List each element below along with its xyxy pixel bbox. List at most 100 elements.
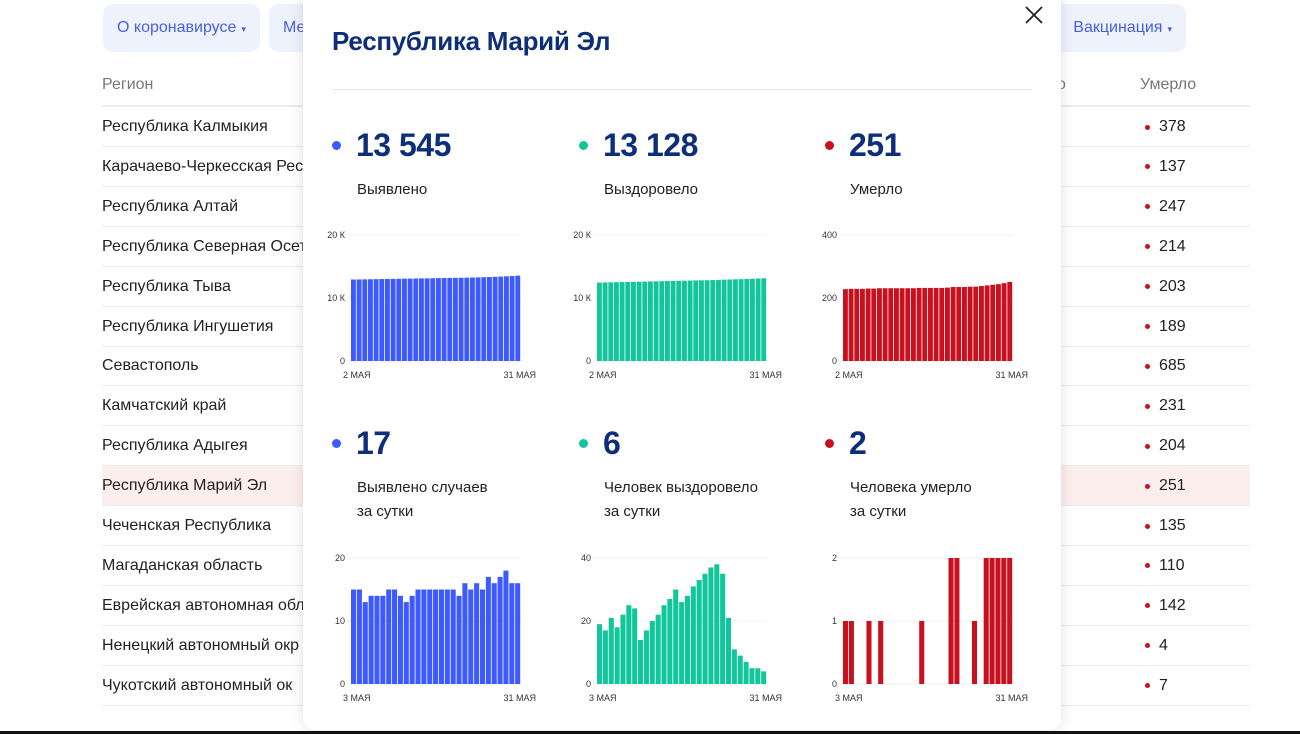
chart-bar[interactable] bbox=[690, 586, 696, 684]
chart-bar[interactable] bbox=[984, 285, 990, 361]
chart-bar[interactable] bbox=[648, 281, 653, 361]
chart-bar[interactable] bbox=[733, 279, 738, 361]
chart-bar[interactable] bbox=[368, 279, 373, 361]
chart-bar[interactable] bbox=[608, 617, 614, 684]
chart-bar[interactable] bbox=[687, 280, 693, 361]
chart-bar[interactable] bbox=[995, 558, 1001, 684]
chart-bar[interactable] bbox=[661, 605, 667, 684]
chart-bar[interactable] bbox=[458, 277, 464, 361]
chart-bar[interactable] bbox=[602, 282, 608, 361]
chart-bar[interactable] bbox=[427, 589, 433, 685]
chart-bar[interactable] bbox=[843, 621, 849, 684]
chart-bar[interactable] bbox=[882, 288, 888, 361]
chart-bar[interactable] bbox=[743, 661, 749, 684]
chart-bar[interactable] bbox=[956, 286, 962, 361]
chart-bar[interactable] bbox=[755, 278, 761, 362]
chart-bar[interactable] bbox=[631, 281, 636, 361]
chart-bar[interactable] bbox=[504, 276, 509, 361]
chart-bar[interactable] bbox=[475, 277, 481, 361]
chart-bar[interactable] bbox=[481, 277, 487, 361]
chart-bar[interactable] bbox=[973, 286, 979, 361]
chart-bar[interactable] bbox=[468, 589, 474, 685]
chart-bar[interactable] bbox=[614, 282, 619, 361]
chart-bar[interactable] bbox=[436, 278, 441, 361]
chart-bar[interactable] bbox=[636, 281, 642, 361]
chart-bar[interactable] bbox=[392, 589, 398, 685]
chart-bar[interactable] bbox=[649, 621, 655, 684]
chart-bar[interactable] bbox=[509, 583, 515, 684]
chart-bar[interactable] bbox=[948, 558, 954, 684]
chart-bar[interactable] bbox=[860, 288, 865, 361]
chart-bar[interactable] bbox=[474, 583, 480, 684]
chart-bar[interactable] bbox=[362, 602, 368, 684]
chart-bar[interactable] bbox=[983, 558, 989, 684]
chart-bar[interactable] bbox=[597, 282, 602, 361]
chart-bar[interactable] bbox=[485, 576, 491, 684]
chart-bar[interactable] bbox=[916, 287, 922, 361]
chart-bar[interactable] bbox=[447, 277, 453, 361]
chart-bar[interactable] bbox=[515, 275, 521, 361]
chart-bar[interactable] bbox=[721, 279, 727, 361]
chart-bar[interactable] bbox=[954, 558, 960, 684]
column-header-region[interactable]: Регион bbox=[102, 76, 154, 93]
chart-bar[interactable] bbox=[714, 564, 720, 684]
chart-bar[interactable] bbox=[492, 276, 498, 361]
chart-bar[interactable] bbox=[922, 287, 928, 361]
chart-bar[interactable] bbox=[905, 288, 911, 361]
chart-bar[interactable] bbox=[939, 287, 945, 361]
chart-bar[interactable] bbox=[433, 589, 439, 685]
chart-bar[interactable] bbox=[402, 278, 407, 361]
chart-bar[interactable] bbox=[597, 624, 603, 684]
chart-bar[interactable] bbox=[380, 595, 386, 684]
chart-bar[interactable] bbox=[749, 668, 755, 684]
chart-bar[interactable] bbox=[696, 580, 702, 684]
chart-bar[interactable] bbox=[950, 286, 956, 361]
chart-bar[interactable] bbox=[614, 627, 620, 684]
chart-bar[interactable] bbox=[710, 280, 716, 361]
chart-bar[interactable] bbox=[509, 276, 515, 361]
chart-bar[interactable] bbox=[682, 280, 687, 361]
chart-bar[interactable] bbox=[390, 278, 396, 361]
chart-bar[interactable] bbox=[608, 282, 614, 361]
chart-bar[interactable] bbox=[744, 278, 750, 361]
chart-bar[interactable] bbox=[497, 576, 503, 684]
chart-bar[interactable] bbox=[928, 287, 933, 361]
close-icon[interactable] bbox=[1023, 4, 1045, 26]
chart-bar[interactable] bbox=[368, 595, 374, 684]
chart-bar[interactable] bbox=[444, 589, 450, 685]
chart-bar[interactable] bbox=[989, 558, 995, 684]
nav-button-vaccination[interactable]: Вакцинация ▾ bbox=[1040, 4, 1186, 52]
chart-bar[interactable] bbox=[911, 288, 916, 361]
column-header-dead[interactable]: Умерло bbox=[1140, 76, 1197, 93]
chart-bar[interactable] bbox=[415, 589, 421, 685]
chart-bar[interactable] bbox=[848, 288, 854, 361]
chart-bar[interactable] bbox=[403, 602, 409, 684]
chart-bar[interactable] bbox=[679, 602, 685, 684]
chart-bar[interactable] bbox=[619, 282, 625, 361]
chart-bar[interactable] bbox=[761, 278, 767, 361]
chart-bar[interactable] bbox=[1007, 558, 1013, 684]
chart-bar[interactable] bbox=[487, 277, 492, 361]
chart-bar[interactable] bbox=[699, 280, 704, 361]
chart-bar[interactable] bbox=[625, 281, 631, 361]
chart-bar[interactable] bbox=[438, 589, 444, 685]
chart-bar[interactable] bbox=[397, 595, 403, 684]
chart-bar[interactable] bbox=[737, 655, 743, 684]
chart-bar[interactable] bbox=[738, 279, 744, 361]
chart-bar[interactable] bbox=[962, 286, 967, 361]
chart-bar[interactable] bbox=[693, 280, 699, 361]
chart-bar[interactable] bbox=[362, 279, 368, 361]
chart-bar[interactable] bbox=[667, 598, 673, 684]
chart-bar[interactable] bbox=[665, 281, 670, 361]
chart-bar[interactable] bbox=[503, 570, 509, 684]
chart-bar[interactable] bbox=[638, 639, 644, 684]
chart-bar[interactable] bbox=[643, 630, 649, 684]
chart-bar[interactable] bbox=[878, 621, 884, 684]
chart-bar[interactable] bbox=[854, 288, 860, 361]
chart-bar[interactable] bbox=[871, 288, 877, 361]
chart-bar[interactable] bbox=[967, 286, 973, 361]
chart-bar[interactable] bbox=[386, 589, 392, 685]
chart-bar[interactable] bbox=[670, 280, 676, 361]
chart-bar[interactable] bbox=[379, 279, 385, 361]
chart-bar[interactable] bbox=[888, 288, 894, 361]
